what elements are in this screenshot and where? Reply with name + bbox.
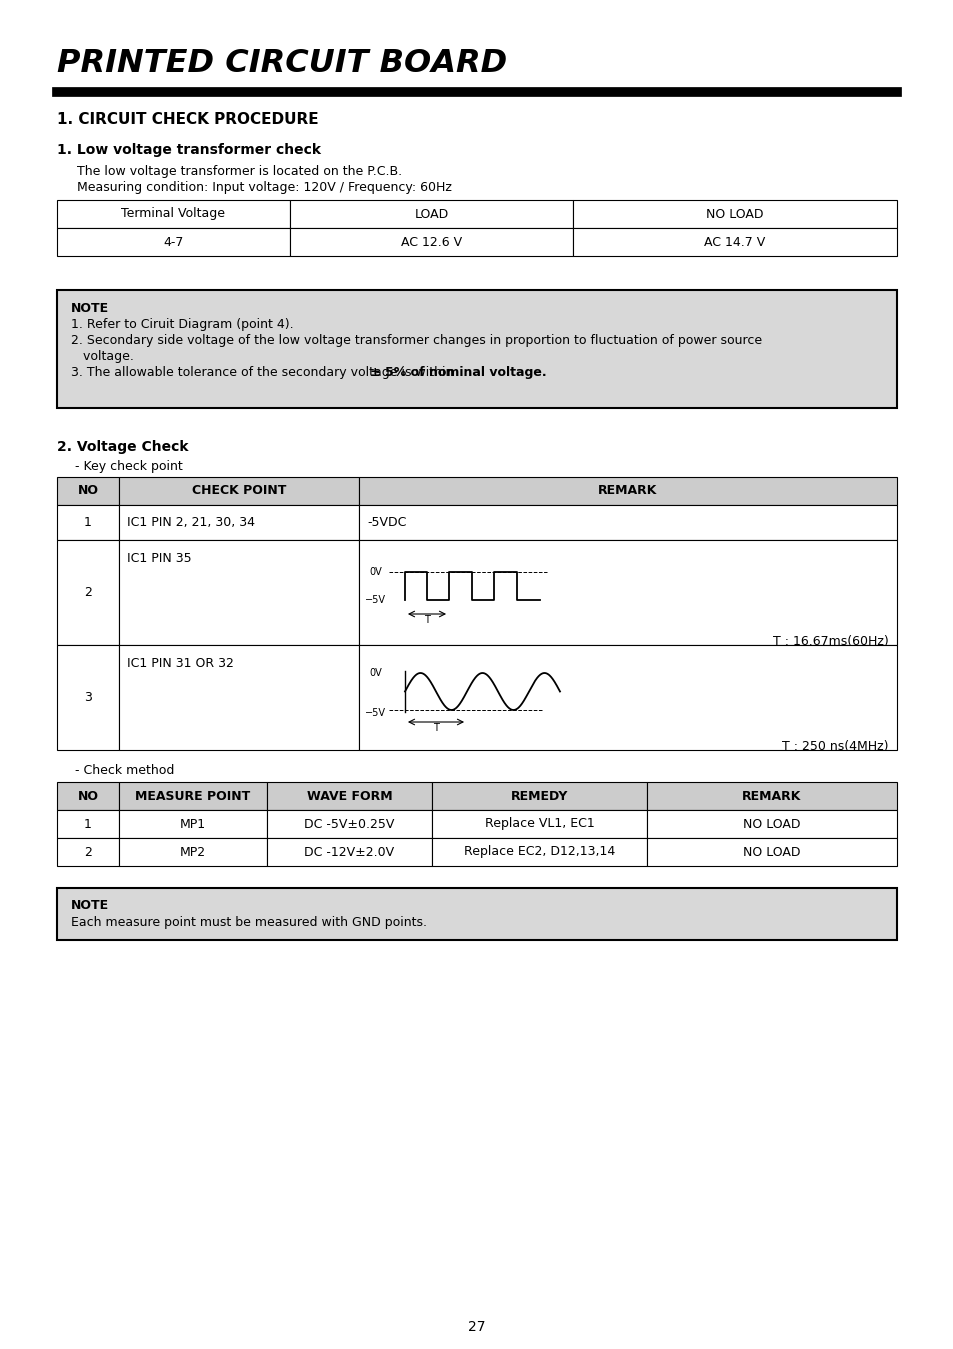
Text: 4-7: 4-7 bbox=[163, 236, 184, 248]
Bar bbox=[119, 838, 267, 866]
Text: NOTE: NOTE bbox=[71, 302, 109, 316]
Bar bbox=[57, 505, 119, 540]
Bar bbox=[57, 200, 290, 228]
Bar bbox=[573, 200, 896, 228]
Text: -5VDC: -5VDC bbox=[367, 517, 406, 529]
Text: 3. The allowable tolerance of the secondary voltage is within: 3. The allowable tolerance of the second… bbox=[71, 366, 456, 379]
Bar bbox=[646, 809, 896, 838]
Text: T : 16.67ms(60Hz): T : 16.67ms(60Hz) bbox=[773, 635, 888, 648]
Text: MP2: MP2 bbox=[180, 846, 206, 858]
Text: 1: 1 bbox=[84, 517, 91, 529]
Text: 1. CIRCUIT CHECK PROCEDURE: 1. CIRCUIT CHECK PROCEDURE bbox=[57, 112, 318, 127]
Bar bbox=[57, 888, 896, 940]
Text: DC -12V±2.0V: DC -12V±2.0V bbox=[304, 846, 395, 858]
Text: DC -5V±0.25V: DC -5V±0.25V bbox=[304, 817, 395, 831]
Text: T : 250 ns(4MHz): T : 250 ns(4MHz) bbox=[781, 741, 888, 753]
Text: −5V: −5V bbox=[365, 708, 386, 718]
Text: AC 12.6 V: AC 12.6 V bbox=[400, 236, 461, 248]
Text: 1: 1 bbox=[84, 817, 91, 831]
Text: NO LOAD: NO LOAD bbox=[705, 208, 763, 220]
Text: 1. Refer to Ciruit Diagram (point 4).: 1. Refer to Ciruit Diagram (point 4). bbox=[71, 318, 294, 331]
Text: IC1 PIN 2, 21, 30, 34: IC1 PIN 2, 21, 30, 34 bbox=[127, 517, 254, 529]
Bar bbox=[119, 505, 358, 540]
Bar bbox=[57, 809, 119, 838]
Text: AC 14.7 V: AC 14.7 V bbox=[703, 236, 765, 248]
Text: LOAD: LOAD bbox=[414, 208, 448, 220]
Text: 0V: 0V bbox=[369, 567, 381, 577]
Text: MP1: MP1 bbox=[180, 817, 206, 831]
Text: Each measure point must be measured with GND points.: Each measure point must be measured with… bbox=[71, 916, 427, 929]
Text: ± 5% of nominal voltage.: ± 5% of nominal voltage. bbox=[370, 366, 546, 379]
Text: - Check method: - Check method bbox=[75, 764, 174, 777]
Bar bbox=[119, 809, 267, 838]
Text: 0V: 0V bbox=[369, 668, 381, 679]
Text: 3: 3 bbox=[84, 691, 91, 704]
Text: T: T bbox=[433, 723, 438, 733]
Text: 2. Voltage Check: 2. Voltage Check bbox=[57, 440, 189, 455]
Text: 27: 27 bbox=[468, 1321, 485, 1334]
Text: NO: NO bbox=[77, 484, 98, 498]
Bar bbox=[57, 290, 896, 407]
Bar bbox=[57, 540, 119, 645]
Text: voltage.: voltage. bbox=[71, 349, 133, 363]
Text: IC1 PIN 31 OR 32: IC1 PIN 31 OR 32 bbox=[127, 657, 233, 670]
Bar bbox=[358, 478, 896, 505]
Text: Replace EC2, D12,13,14: Replace EC2, D12,13,14 bbox=[463, 846, 615, 858]
Bar bbox=[267, 809, 432, 838]
Bar bbox=[358, 645, 896, 750]
Text: 1. Low voltage transformer check: 1. Low voltage transformer check bbox=[57, 143, 320, 156]
Text: Measuring condition: Input voltage: 120V / Frequency: 60Hz: Measuring condition: Input voltage: 120V… bbox=[77, 181, 452, 194]
Text: −5V: −5V bbox=[365, 595, 386, 604]
Bar bbox=[290, 228, 573, 256]
Text: 2: 2 bbox=[84, 585, 91, 599]
Text: Terminal Voltage: Terminal Voltage bbox=[121, 208, 225, 220]
Bar bbox=[57, 782, 119, 809]
Text: MEASURE POINT: MEASURE POINT bbox=[135, 789, 251, 803]
Text: The low voltage transformer is located on the P.C.B.: The low voltage transformer is located o… bbox=[77, 165, 402, 178]
Bar bbox=[57, 645, 119, 750]
Text: WAVE FORM: WAVE FORM bbox=[306, 789, 392, 803]
Text: T: T bbox=[424, 615, 430, 625]
Bar bbox=[57, 838, 119, 866]
Bar bbox=[57, 228, 290, 256]
Text: Replace VL1, EC1: Replace VL1, EC1 bbox=[484, 817, 594, 831]
Bar bbox=[432, 782, 646, 809]
Bar bbox=[57, 478, 119, 505]
Bar bbox=[432, 809, 646, 838]
Bar bbox=[646, 782, 896, 809]
Text: IC1 PIN 35: IC1 PIN 35 bbox=[127, 552, 192, 565]
Text: REMEDY: REMEDY bbox=[510, 789, 568, 803]
Bar bbox=[119, 782, 267, 809]
Bar bbox=[119, 478, 358, 505]
Text: 2: 2 bbox=[84, 846, 91, 858]
Text: 2. Secondary side voltage of the low voltage transformer changes in proportion t: 2. Secondary side voltage of the low vol… bbox=[71, 335, 761, 347]
Bar bbox=[290, 200, 573, 228]
Text: REMARK: REMARK bbox=[741, 789, 801, 803]
Bar bbox=[267, 782, 432, 809]
Bar bbox=[358, 540, 896, 645]
Bar bbox=[119, 540, 358, 645]
Text: REMARK: REMARK bbox=[598, 484, 657, 498]
Text: NO LOAD: NO LOAD bbox=[742, 846, 800, 858]
Bar bbox=[358, 505, 896, 540]
Bar bbox=[119, 645, 358, 750]
Text: NO LOAD: NO LOAD bbox=[742, 817, 800, 831]
Bar bbox=[646, 838, 896, 866]
Bar bbox=[267, 838, 432, 866]
Bar bbox=[573, 228, 896, 256]
Text: NO: NO bbox=[77, 789, 98, 803]
Text: NOTE: NOTE bbox=[71, 898, 109, 912]
Text: - Key check point: - Key check point bbox=[75, 460, 183, 473]
Text: CHECK POINT: CHECK POINT bbox=[192, 484, 286, 498]
Bar bbox=[432, 838, 646, 866]
Text: PRINTED CIRCUIT BOARD: PRINTED CIRCUIT BOARD bbox=[57, 49, 507, 80]
